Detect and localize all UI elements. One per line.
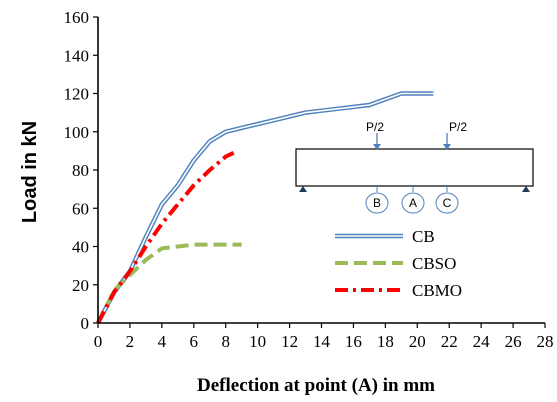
x-tick-label: 22 [441,332,458,351]
y-tick-label: 100 [64,123,90,142]
y-axis-label: Load in kN [19,121,41,223]
y-axis-label-group: Load in kN [19,121,41,223]
right-support-icon [522,186,530,192]
point-label-c: C [443,196,452,210]
x-tick-label: 10 [249,332,266,351]
legend-item-cbmo: CBMO [335,281,462,300]
point-marker-b [365,192,389,214]
x-tick-label: 26 [505,332,522,351]
point-label-b: B [373,196,381,210]
y-tick-label: 80 [72,161,89,180]
point-marker-c [435,192,459,214]
y-tick-label: 160 [64,8,90,27]
series-line-cbmo [96,150,235,324]
x-tick-label: 0 [94,332,103,351]
point-marker-a [401,192,425,214]
legend-item-cbso: CBSO [335,254,456,273]
x-tick-label: 20 [409,332,426,351]
legend-label-cbmo: CBMO [412,281,462,300]
x-axis-label: Deflection at point (A) in mm [197,375,435,396]
beam-diagram: P/2 P/2 B A C [295,120,534,214]
y-tick-label: 40 [72,238,89,257]
x-tick-label: 24 [473,332,491,351]
x-tick-label: 18 [377,332,394,351]
y-tick-label: 120 [64,85,90,104]
x-tick-label: 4 [158,332,167,351]
left-support-icon [299,186,307,192]
load-label-right: P/2 [449,120,467,134]
legend-item-cb: CB [335,227,435,246]
load-arrowhead-right-icon [443,144,451,150]
load-arrowhead-left-icon [373,144,381,150]
legend: CB CBSO CBMO [335,227,462,300]
x-tick-label: 2 [126,332,135,351]
x-tick-label: 14 [313,332,331,351]
legend-label-cbso: CBSO [412,254,456,273]
load-label-left: P/2 [366,120,384,134]
x-tick-label: 16 [345,332,362,351]
x-ticks: 0 2 4 6 8 10 12 14 16 18 20 22 24 26 28 [94,323,554,351]
x-tick-label: 6 [190,332,199,351]
series-group [96,91,434,325]
y-ticks: 0 20 40 60 80 100 120 140 160 [64,8,98,333]
y-tick-label: 140 [64,46,90,65]
point-label-a: A [409,196,417,210]
y-tick-label: 20 [72,276,89,295]
y-tick-label: 60 [72,199,89,218]
y-tick-label: 0 [81,314,90,333]
x-tick-label: 12 [281,332,298,351]
x-tick-label: 28 [537,332,554,351]
x-tick-label: 8 [221,332,230,351]
series-line-cb-inner [97,92,434,324]
beam [295,148,534,187]
legend-label-cb: CB [412,227,435,246]
